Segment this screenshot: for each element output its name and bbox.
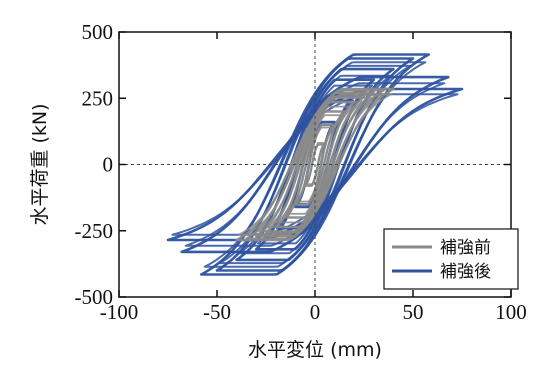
legend-label-2: 補強後 bbox=[440, 262, 491, 282]
x-tick-label: 50 bbox=[403, 300, 424, 324]
series-layer bbox=[166, 53, 464, 276]
x-tick-label: -50 bbox=[203, 300, 231, 324]
legend-label-1: 補強前 bbox=[440, 238, 491, 258]
series-2 bbox=[166, 53, 464, 276]
y-tick-label: -500 bbox=[75, 285, 114, 309]
series-1-loop-8-repeat bbox=[238, 93, 392, 236]
series-2-loop-7-repeat bbox=[184, 82, 446, 247]
series-1 bbox=[235, 87, 395, 242]
x-tick-label: -100 bbox=[100, 300, 139, 324]
y-tick-label: 250 bbox=[82, 86, 114, 110]
series-2-loop-6-repeat bbox=[203, 61, 427, 268]
y-tick-label: -250 bbox=[75, 219, 114, 243]
x-axis-title: 水平変位 (mm) bbox=[248, 339, 382, 361]
x-tick-label: 100 bbox=[495, 300, 527, 324]
y-tick-label: 0 bbox=[103, 153, 114, 177]
legend-box bbox=[383, 228, 519, 290]
y-tick-label: 500 bbox=[82, 20, 114, 44]
x-tick-label: 0 bbox=[310, 300, 321, 324]
y-axis-title: 水平荷重 (kN) bbox=[29, 103, 51, 225]
